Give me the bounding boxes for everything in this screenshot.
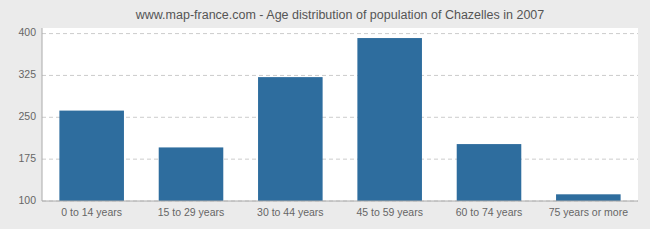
y-tick-label: 100 bbox=[18, 194, 36, 206]
plot-background bbox=[42, 28, 638, 201]
bar bbox=[556, 194, 621, 201]
x-tick-label: 75 years or more bbox=[549, 206, 629, 218]
x-tick-label: 30 to 44 years bbox=[257, 206, 324, 218]
bars bbox=[59, 38, 620, 201]
chart: 100 175 250 325 400 0 to 14 years 15 to 29 yea… bbox=[0, 0, 650, 229]
grid-line bbox=[42, 75, 638, 76]
bar bbox=[258, 77, 323, 201]
y-tick-label: 250 bbox=[18, 110, 36, 122]
x-tick-label: 0 to 14 years bbox=[61, 206, 122, 218]
grid-line bbox=[42, 117, 638, 118]
x-tick-label: 60 to 74 years bbox=[456, 206, 523, 218]
x-axis-line bbox=[42, 201, 638, 202]
bar bbox=[357, 38, 422, 201]
grid-line bbox=[42, 159, 638, 160]
chart-container: 100 175 250 325 400 0 to 14 years 15 to 29 yea… bbox=[0, 0, 650, 229]
grid-line bbox=[42, 33, 638, 34]
x-tick-label: 45 to 59 years bbox=[356, 206, 423, 218]
bar bbox=[457, 144, 522, 201]
bar bbox=[159, 147, 224, 201]
y-tick-label: 400 bbox=[18, 26, 36, 38]
y-tick-label: 325 bbox=[18, 68, 36, 80]
y-axis-line bbox=[42, 28, 43, 201]
title: www.map-france.com - Age distribution of… bbox=[135, 8, 545, 22]
bar bbox=[59, 111, 124, 201]
grid-line bbox=[42, 201, 638, 202]
y-tick-label: 175 bbox=[18, 152, 36, 164]
x-tick-label: 15 to 29 years bbox=[158, 206, 225, 218]
